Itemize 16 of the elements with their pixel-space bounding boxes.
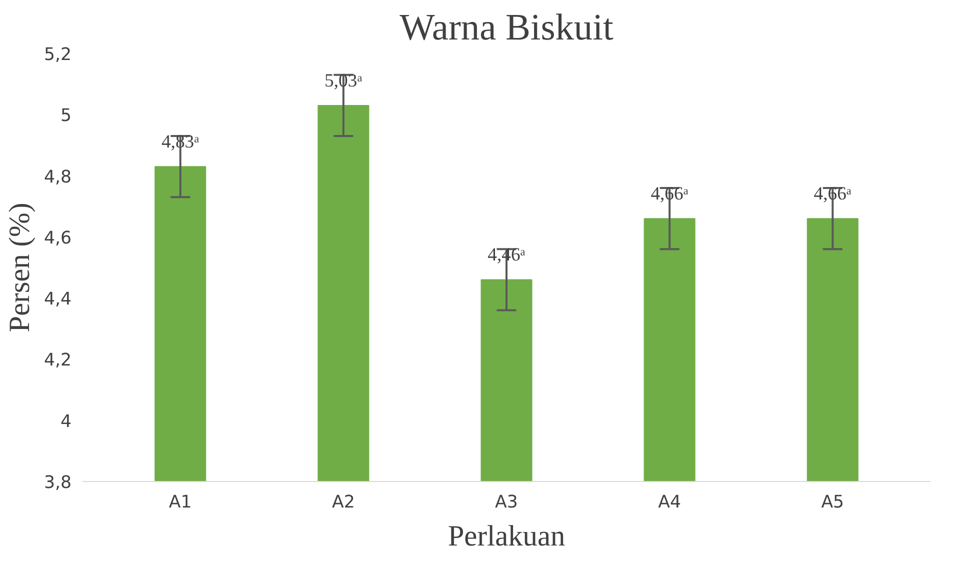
chart-title: Warna Biskuit xyxy=(400,8,614,48)
y-tick-label: 3,8 xyxy=(44,473,72,493)
y-tick-label: 5 xyxy=(60,106,72,126)
y-tick-label: 4,6 xyxy=(44,228,72,248)
y-tick-label: 5,2 xyxy=(44,45,72,65)
x-tick-label: A1 xyxy=(168,492,192,512)
y-tick-label: 4,4 xyxy=(44,290,72,310)
x-tick-label: A3 xyxy=(495,492,518,512)
y-tick-label: 4,2 xyxy=(44,350,72,371)
x-tick-label: A5 xyxy=(821,492,844,512)
y-tick-label: 4,8 xyxy=(44,167,72,188)
x-tick-label: A4 xyxy=(658,492,682,512)
x-tick-label: A2 xyxy=(332,492,355,512)
y-tick-label: 4 xyxy=(60,412,72,432)
y-axis-title: Persen (%) xyxy=(4,202,36,332)
x-axis-title: Perlakuan xyxy=(448,520,566,552)
